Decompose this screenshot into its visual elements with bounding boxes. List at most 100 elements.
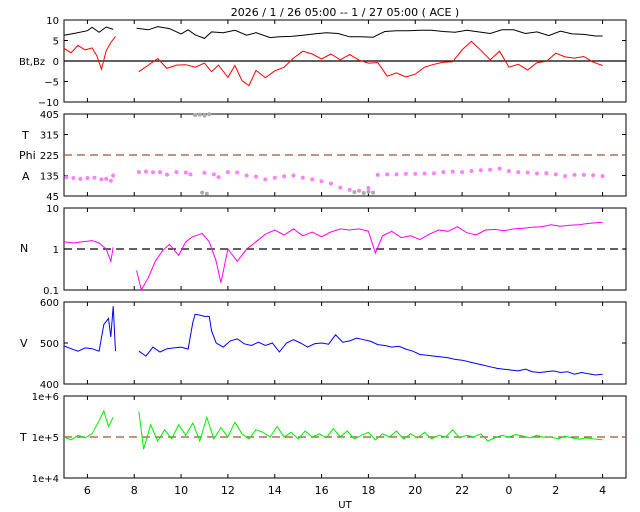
data-point — [366, 189, 371, 194]
data-point — [544, 171, 549, 176]
panel-label-a: A — [22, 170, 30, 183]
y-tick-label: 1e+4 — [32, 474, 59, 485]
y-tick-label: 0 — [53, 57, 59, 68]
data-point — [431, 171, 436, 176]
panel-label-n: N — [20, 242, 28, 255]
data-point — [183, 170, 188, 175]
data-point — [207, 112, 212, 117]
data-point — [291, 173, 296, 178]
data-point — [254, 174, 259, 179]
y-tick-label: 10 — [46, 16, 59, 27]
series-layer — [63, 26, 605, 450]
chart-title: 2026 / 1 / 26 05:00 -- 1 / 27 05:00 ( AC… — [231, 6, 459, 19]
data-point — [235, 170, 240, 175]
y-tick-label: 225 — [40, 151, 59, 162]
y-tick-label: 500 — [40, 339, 59, 350]
data-point — [516, 170, 521, 175]
y-tick-label: −5 — [44, 78, 59, 89]
panel-label-t: T — [19, 431, 27, 444]
panel-label-phi: Phi — [19, 149, 36, 162]
data-point — [216, 175, 221, 180]
data-point — [85, 176, 90, 181]
panel-label-btbz: Bt,Bz — [19, 57, 45, 68]
data-point — [136, 170, 141, 175]
data-point — [469, 168, 474, 173]
data-point — [553, 172, 558, 177]
y-tick-label: 600 — [40, 298, 59, 309]
data-point — [202, 113, 207, 118]
x-tick-label: 22 — [455, 484, 469, 497]
x-tick-label: 2 — [552, 484, 559, 497]
data-point — [193, 113, 198, 118]
data-point — [535, 171, 540, 176]
x-axis-label: UT — [338, 500, 352, 511]
data-point — [352, 190, 357, 195]
data-point — [211, 172, 216, 177]
tick-layer: 1050−5−10405315225135451010.16005004001e… — [32, 16, 626, 497]
data-point — [204, 191, 209, 196]
data-point — [78, 176, 83, 181]
data-point — [282, 174, 287, 179]
data-point — [64, 175, 69, 180]
panel-frame — [63, 301, 627, 385]
series-line-temp-temperature — [63, 409, 603, 450]
data-point — [263, 177, 268, 182]
y-tick-label: 1e+6 — [32, 392, 59, 403]
data-point — [450, 169, 455, 174]
data-point — [319, 179, 324, 184]
x-tick-label: 6 — [84, 484, 91, 497]
x-tick-label: 14 — [268, 484, 282, 497]
data-point — [591, 173, 596, 178]
data-point — [150, 170, 155, 175]
data-point — [525, 170, 530, 175]
y-tick-label: 10 — [46, 204, 59, 215]
data-point — [143, 169, 148, 174]
data-point — [92, 175, 97, 180]
x-tick-label: 4 — [599, 484, 606, 497]
data-point — [497, 166, 502, 171]
series-line-speed-speed — [63, 306, 603, 376]
data-point — [272, 175, 277, 180]
data-point — [460, 170, 465, 175]
data-point — [328, 181, 333, 186]
data-point — [200, 190, 205, 195]
data-point — [371, 190, 376, 195]
y-tick-label: 0.1 — [43, 286, 59, 297]
data-point — [174, 170, 179, 175]
data-point — [375, 172, 380, 177]
y-tick-label: 5 — [53, 37, 59, 48]
x-tick-label: 12 — [221, 484, 235, 497]
data-point — [225, 170, 230, 175]
data-point — [394, 172, 399, 177]
data-point — [202, 170, 207, 175]
panel-label-theta: T — [21, 129, 29, 142]
data-point — [300, 175, 305, 180]
y-tick-label: 1 — [53, 245, 59, 256]
data-point — [403, 171, 408, 176]
data-point — [71, 176, 76, 181]
data-point — [385, 172, 390, 177]
data-point — [111, 173, 116, 178]
data-point — [104, 176, 109, 181]
x-tick-label: 20 — [408, 484, 422, 497]
y-tick-label: 135 — [40, 172, 59, 183]
data-point — [413, 171, 418, 176]
data-point — [197, 112, 202, 117]
data-point — [165, 172, 170, 177]
x-tick-label: 16 — [315, 484, 329, 497]
data-point — [188, 172, 193, 177]
x-tick-label: 0 — [505, 484, 512, 497]
data-point — [361, 191, 366, 196]
data-point — [338, 185, 343, 190]
y-tick-label: 1e+5 — [32, 433, 59, 444]
data-point — [422, 171, 427, 176]
data-point — [581, 172, 586, 177]
data-point — [572, 172, 577, 177]
x-tick-label: 18 — [361, 484, 375, 497]
y-tick-label: 45 — [46, 192, 59, 203]
y-tick-label: 400 — [40, 380, 59, 391]
y-tick-label: 405 — [40, 110, 59, 121]
data-point — [366, 186, 371, 191]
data-point — [563, 174, 568, 179]
